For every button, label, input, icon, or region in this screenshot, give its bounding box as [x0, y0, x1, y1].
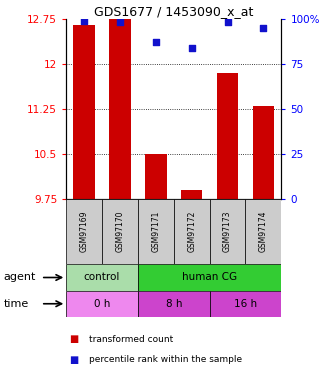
Text: 8 h: 8 h: [166, 299, 182, 309]
Bar: [217, 73, 238, 199]
Text: GSM97174: GSM97174: [259, 211, 268, 252]
Text: GSM97171: GSM97171: [151, 211, 160, 252]
Bar: [181, 190, 203, 199]
Point: [225, 20, 230, 26]
Point: [261, 25, 266, 31]
Bar: [66, 199, 102, 264]
Bar: [66, 291, 138, 317]
Text: GSM97169: GSM97169: [80, 211, 89, 252]
Bar: [73, 25, 95, 199]
Text: agent: agent: [3, 273, 36, 282]
Text: transformed count: transformed count: [89, 335, 174, 344]
Bar: [253, 106, 274, 199]
Text: GSM97170: GSM97170: [116, 211, 124, 252]
Bar: [138, 291, 210, 317]
Bar: [66, 264, 138, 291]
Text: GSM97172: GSM97172: [187, 211, 196, 252]
Bar: [246, 199, 281, 264]
Text: human CG: human CG: [182, 273, 237, 282]
Bar: [145, 154, 166, 199]
Text: ■: ■: [70, 355, 79, 365]
Text: 0 h: 0 h: [94, 299, 110, 309]
Text: ■: ■: [70, 334, 79, 344]
Title: GDS1677 / 1453090_x_at: GDS1677 / 1453090_x_at: [94, 4, 254, 18]
Bar: [174, 199, 210, 264]
Text: GSM97173: GSM97173: [223, 211, 232, 252]
Point: [81, 18, 87, 24]
Text: control: control: [84, 273, 120, 282]
Bar: [138, 199, 174, 264]
Point: [189, 45, 194, 51]
Bar: [109, 0, 131, 199]
Text: 16 h: 16 h: [234, 299, 257, 309]
Text: percentile rank within the sample: percentile rank within the sample: [89, 356, 243, 364]
Bar: [210, 199, 246, 264]
Point: [153, 39, 159, 45]
Bar: [138, 264, 281, 291]
Bar: [210, 291, 281, 317]
Text: time: time: [3, 299, 28, 309]
Point: [117, 20, 122, 26]
Bar: [102, 199, 138, 264]
